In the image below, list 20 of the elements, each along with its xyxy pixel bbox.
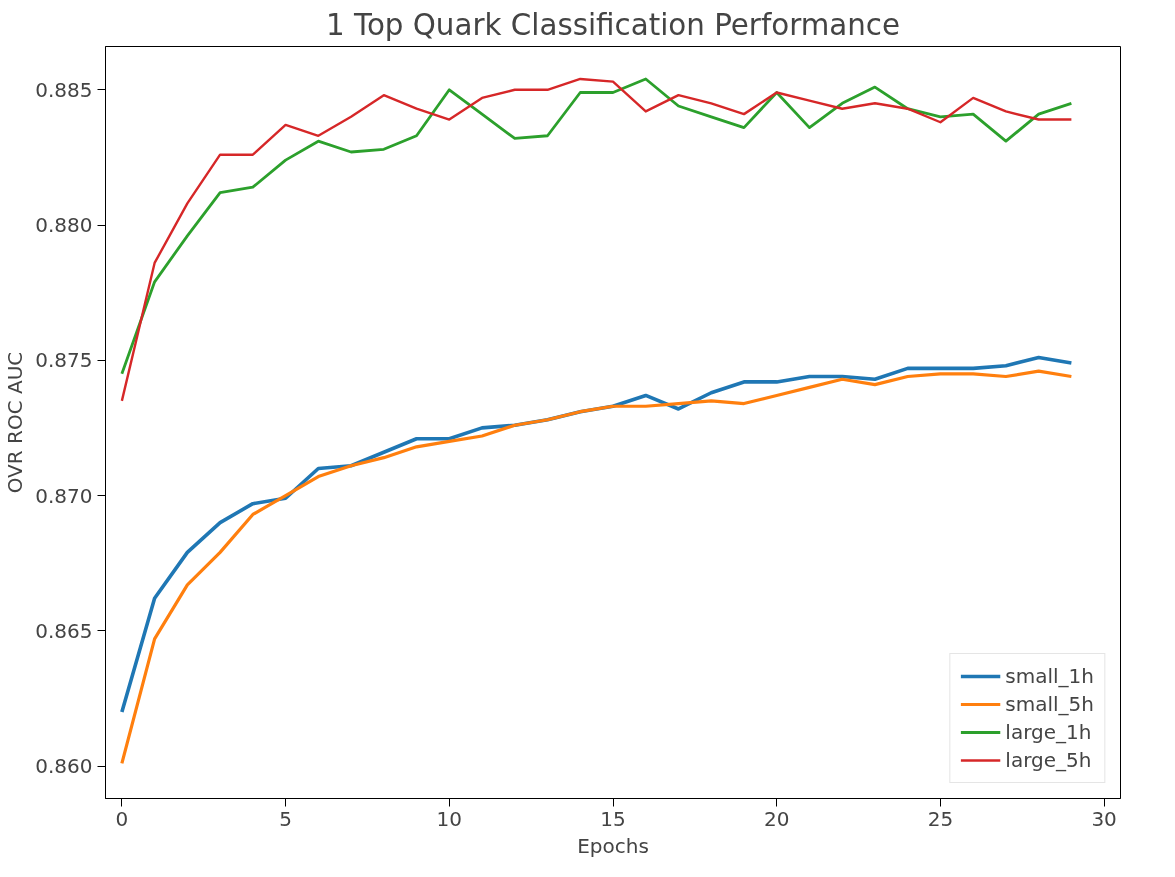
legend-label: small_5h — [1005, 692, 1094, 716]
x-tick-label: 15 — [600, 806, 626, 831]
y-tick-label: 0.870 — [35, 483, 93, 508]
x-tick-label: 10 — [436, 806, 463, 831]
x-tick-label: 20 — [763, 806, 790, 831]
y-tick-label: 0.865 — [35, 618, 93, 643]
legend-label: small_1h — [1005, 664, 1094, 688]
y-tick-label: 0.860 — [35, 754, 93, 779]
y-tick-label: 0.880 — [35, 213, 93, 238]
y-tick-label: 0.875 — [35, 348, 93, 373]
x-tick-label: 5 — [279, 806, 292, 831]
x-axis-title: Epochs — [577, 833, 649, 858]
x-tick-label: 30 — [1091, 806, 1117, 831]
x-tick-label: 0 — [115, 806, 129, 831]
legend-label: large_1h — [1005, 720, 1092, 744]
y-axis-title: OVR ROC AUC — [3, 351, 28, 494]
chart-title: 1 Top Quark Classification Performance — [325, 7, 901, 42]
y-tick-label: 0.885 — [35, 77, 93, 102]
legend-label: large_5h — [1005, 748, 1092, 772]
x-tick-label: 25 — [927, 806, 954, 831]
